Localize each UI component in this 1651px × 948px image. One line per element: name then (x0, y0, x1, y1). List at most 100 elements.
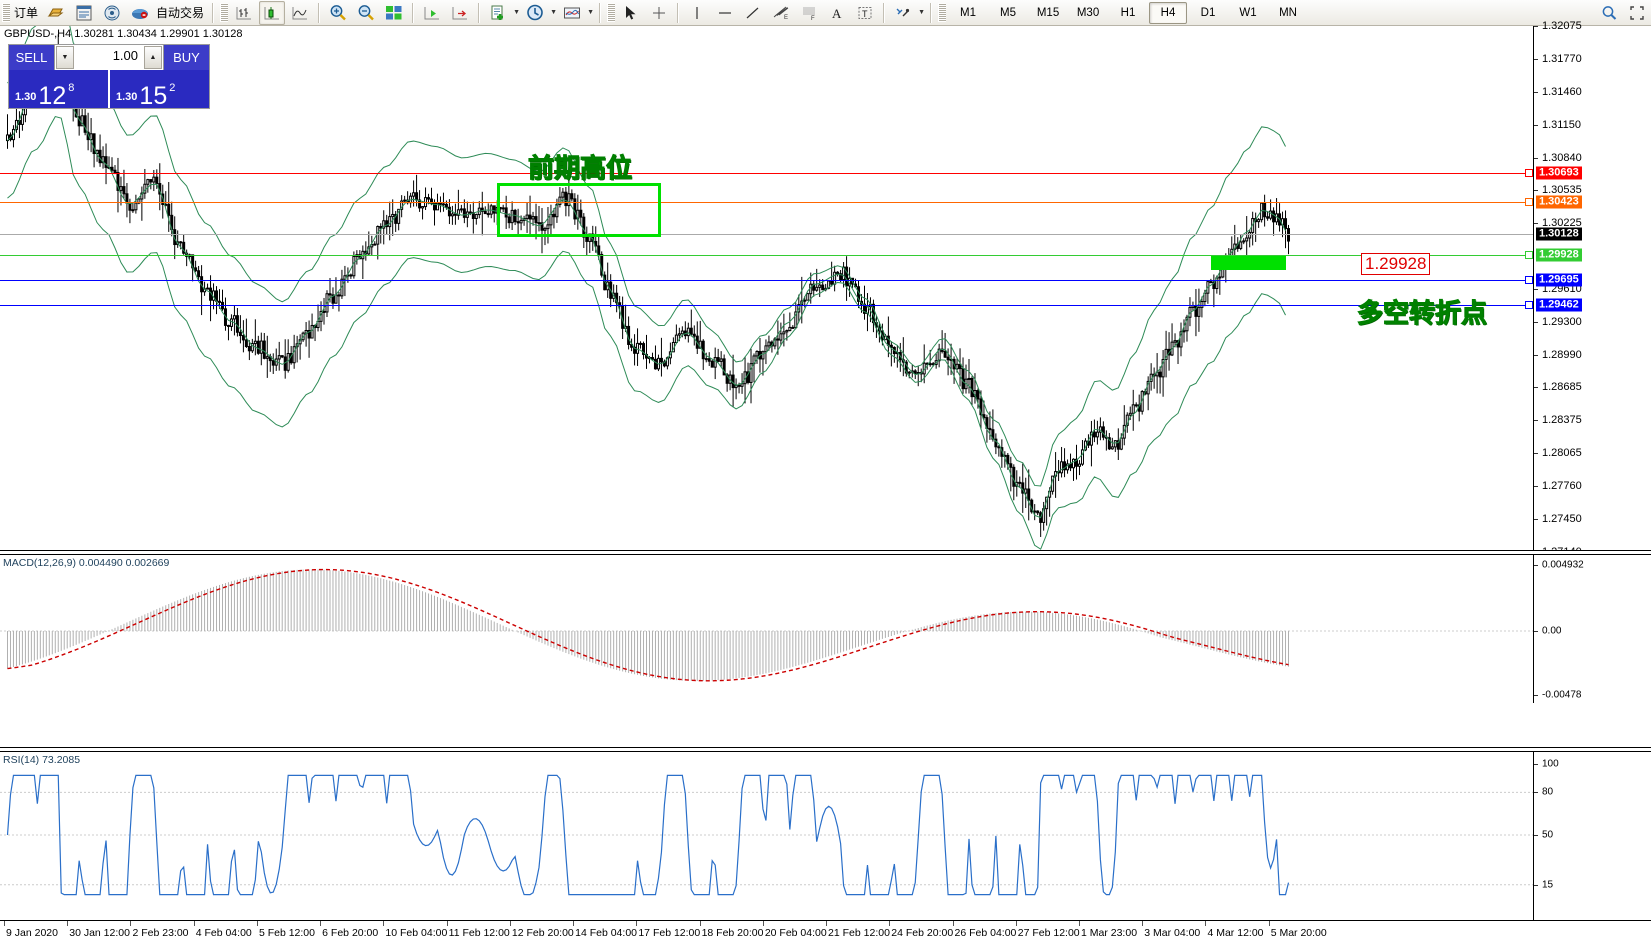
timeframe-m5[interactable]: M5 (1000, 6, 1017, 19)
sell-price-display[interactable]: 1.30 12 8 (9, 70, 108, 108)
time-tick-label: 17 Feb 12:00 (638, 927, 701, 939)
volume-decrease-button[interactable]: ▼ (56, 46, 74, 69)
price-level-tag-resistance[interactable]: 1.30693 (1536, 166, 1582, 180)
toolbar-grip-4[interactable] (938, 3, 947, 22)
candlestick-chart-icon[interactable] (259, 0, 286, 25)
price-level-handle[interactable] (1525, 275, 1533, 284)
signals-icon[interactable] (99, 1, 125, 25)
time-tick (193, 921, 195, 926)
toolbar-divider-4 (478, 2, 481, 23)
orders-label[interactable]: 订单 (14, 6, 39, 20)
text-icon[interactable]: A (824, 1, 850, 25)
rsi-axis-scale[interactable]: 100 80 50 15 (1533, 752, 1651, 920)
price-level-line-1.29928[interactable] (0, 254, 1533, 256)
time-axis[interactable]: 9 Jan 2020 30 Jan 12:00 2 Feb 23:00 4 Feb 0… (0, 920, 1651, 948)
price-level-tag-support[interactable]: 1.29695 (1536, 273, 1582, 287)
timeframe-d1[interactable]: D1 (1200, 6, 1216, 19)
objects-dropdown-caret[interactable]: ▼ (918, 9, 925, 16)
autotrade-label[interactable]: 自动交易 (156, 6, 205, 20)
toolbar-grip-3[interactable] (607, 3, 616, 22)
previous-high-rectangle[interactable] (497, 183, 661, 237)
toolbar-grip[interactable] (2, 3, 10, 22)
crosshair-icon[interactable] (646, 1, 672, 25)
indicators-dropdown-caret[interactable]: ▼ (587, 9, 594, 16)
search-icon[interactable] (1596, 1, 1622, 25)
templates-icon[interactable] (485, 1, 511, 25)
price-level-tag-resistance[interactable]: 1.30423 (1536, 195, 1582, 209)
price-tick (1534, 91, 1538, 93)
fibonacci-icon[interactable]: E (768, 1, 794, 25)
grid-icon[interactable] (381, 1, 407, 25)
horizontal-line-icon[interactable] (712, 1, 738, 25)
buy-button[interactable]: BUY (164, 45, 209, 70)
price-tick (1534, 485, 1538, 487)
cursor-icon[interactable] (618, 1, 644, 25)
timeframe-m1[interactable]: M1 (960, 6, 977, 19)
period-dropdown-caret[interactable]: ▼ (550, 9, 557, 16)
price-level-tag-support[interactable]: 1.29462 (1536, 298, 1582, 311)
indicators-icon[interactable] (559, 1, 585, 25)
time-tick-label: 6 Feb 20:00 (322, 927, 379, 939)
rsi-tick-label: 100 (1542, 758, 1559, 770)
data-window-icon[interactable] (71, 1, 97, 25)
fibo-grid-icon[interactable]: F (796, 1, 822, 25)
price-chart-pane[interactable] (0, 26, 1533, 552)
toolbar-grip-2[interactable] (220, 3, 229, 22)
timeframe-group: M1 M5 M15 M30 H1 H4 D1 W1 MN (948, 1, 1308, 24)
gold-bar-icon[interactable] (43, 1, 69, 25)
volume-stepper[interactable]: ▼ 1.00 ▲ (54, 45, 164, 70)
price-level-handle[interactable] (1525, 169, 1533, 178)
zoom-out-icon[interactable] (353, 1, 379, 25)
volume-input[interactable]: 1.00 (112, 48, 138, 63)
timeframe-mn[interactable]: MN (1279, 6, 1297, 19)
time-tick-label: 14 Feb 04:00 (575, 927, 637, 939)
chart-shift-icon[interactable] (447, 1, 473, 25)
timeframe-h4[interactable]: H4 (1149, 1, 1188, 24)
sell-price-sup: 8 (68, 82, 75, 94)
rsi-pane[interactable] (0, 752, 1533, 920)
timeframe-m15[interactable]: M15 (1036, 6, 1060, 19)
macd-tick (1534, 631, 1538, 633)
autoscroll-icon[interactable] (419, 1, 445, 25)
svg-text:T: T (862, 9, 868, 19)
fullscreen-icon[interactable] (1624, 1, 1650, 25)
expert-advisor-icon[interactable] (127, 1, 153, 25)
timeframe-w1[interactable]: W1 (1239, 6, 1257, 19)
timeframe-m30[interactable]: M30 (1076, 6, 1100, 19)
trendline-icon[interactable] (740, 1, 766, 25)
objects-icon[interactable] (890, 1, 916, 25)
line-chart-icon[interactable] (287, 1, 313, 25)
text-label-icon[interactable]: T (852, 1, 878, 25)
price-level-line-1.29462[interactable] (0, 304, 1533, 306)
price-level-line-1.29695[interactable] (0, 279, 1533, 281)
macd-pane[interactable] (0, 555, 1533, 703)
zoom-in-icon[interactable] (325, 1, 351, 25)
price-level-line-1.30423[interactable] (0, 202, 1533, 204)
price-level-tag-last-price[interactable]: 1.30128 (1536, 227, 1582, 241)
macd-axis-scale[interactable]: 0.004932 0.00 -0.00478 (1533, 555, 1651, 703)
price-level-label[interactable]: 1.29928 (1361, 253, 1431, 275)
price-level-handle[interactable] (1525, 198, 1533, 207)
trade-panel-top-row: SELL ▼ 1.00 ▲ BUY (9, 45, 209, 70)
price-axis-scale[interactable]: 1.32075 1.31770 1.31460 1.31150 1.30840 1.305… (1533, 20, 1651, 558)
price-level-handle[interactable] (1525, 300, 1533, 309)
price-tick (1534, 190, 1538, 192)
templates-dropdown-caret[interactable]: ▼ (513, 9, 520, 16)
sell-button[interactable]: SELL (9, 45, 54, 70)
time-tick (67, 921, 69, 926)
period-icon[interactable] (522, 1, 548, 25)
pane-separator-rsi (0, 747, 1651, 752)
price-level-handle[interactable] (1525, 250, 1533, 259)
time-tick-label: 10 Feb 04:00 (385, 927, 448, 939)
time-tick (446, 921, 448, 926)
support-zone-block[interactable] (1211, 256, 1286, 270)
price-level-line-1.30693[interactable] (0, 173, 1533, 175)
vertical-line-icon[interactable] (684, 1, 710, 25)
price-tick-label: 1.31460 (1542, 85, 1582, 98)
trade-panel-prices: 1.30 12 8 1.30 15 2 (9, 70, 209, 108)
price-level-tag-support[interactable]: 1.29928 (1536, 248, 1582, 262)
bar-chart-icon[interactable] (231, 1, 257, 25)
volume-increase-button[interactable]: ▲ (144, 46, 162, 69)
timeframe-h1[interactable]: H1 (1120, 6, 1136, 19)
buy-price-display[interactable]: 1.30 15 2 (108, 70, 209, 108)
